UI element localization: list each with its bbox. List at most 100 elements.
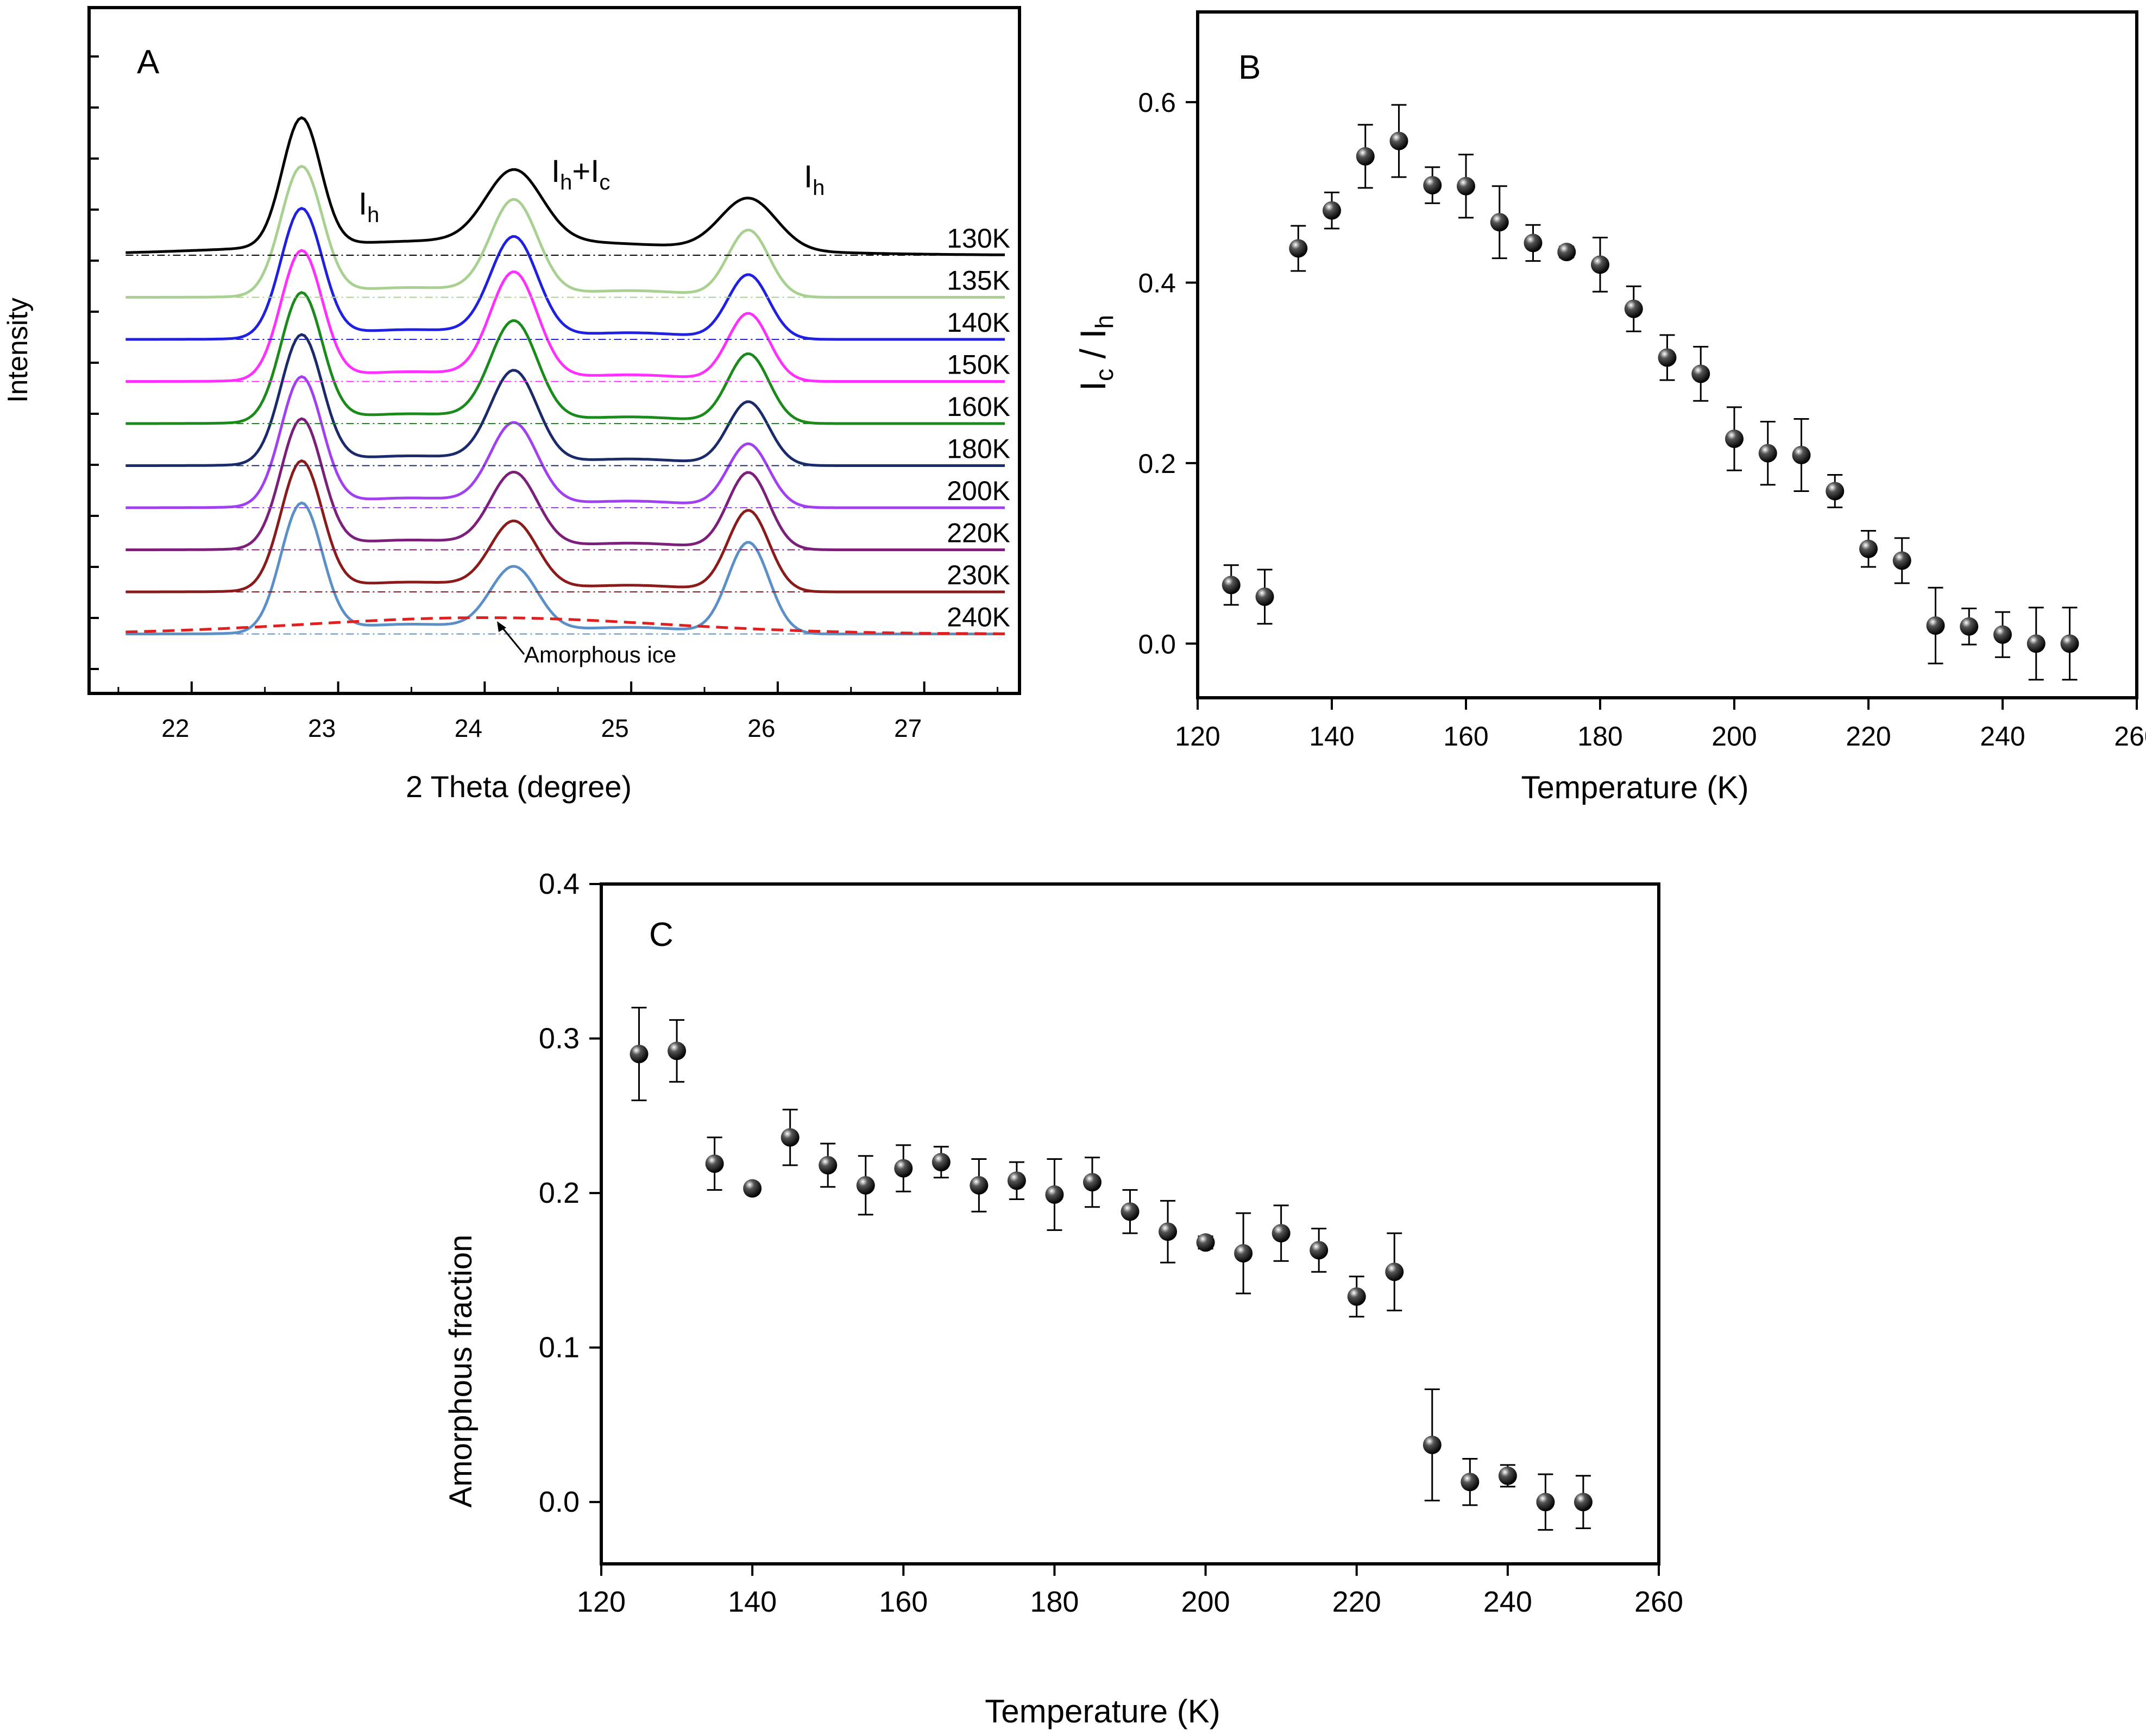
- panel-c-point: [894, 1159, 913, 1178]
- panel-a-peak-label: Ih: [804, 159, 825, 200]
- panel-c-point: [970, 1176, 989, 1195]
- panel-a-x-tick-label: 22: [161, 714, 189, 742]
- panel-b-x-tick-label: 220: [1846, 721, 1891, 752]
- panel-a-peak-label-plus: +I: [572, 154, 599, 189]
- panel-b-point: [1792, 445, 1811, 464]
- panel-c-y-label: Amorphous fraction: [443, 1235, 479, 1508]
- panel-c-point: [1121, 1202, 1140, 1221]
- panel-b-point: [1993, 625, 2012, 644]
- panel-b-x-tick-label: 200: [1711, 721, 1757, 752]
- panel-b-x-tick-label: 120: [1175, 721, 1220, 752]
- panel-a-x-label: 2 Theta (degree): [406, 769, 632, 804]
- panel-b-point: [1926, 616, 1945, 635]
- panel-a-curve-135K: [125, 165, 1005, 299]
- panel-a-curve-140K: [125, 206, 1005, 341]
- panel-a-peak-label: Ih+Ic: [551, 154, 610, 194]
- panel-b-point: [2060, 634, 2079, 653]
- panel-c-y-tick-label: 0.2: [539, 1177, 580, 1209]
- panel-b-y-tick-label: 0.2: [1138, 449, 1176, 479]
- panel-a-peak-label-main: I: [804, 159, 813, 194]
- panel-b-y-tick-label: 0.4: [1138, 268, 1176, 299]
- panel-c-point: [819, 1156, 838, 1175]
- panel-c-y-tick-label: 0.3: [539, 1022, 580, 1055]
- panel-c-point: [1083, 1173, 1102, 1192]
- panel-a-x-tick-label: 25: [601, 714, 629, 742]
- panel-c-x-tick-label: 260: [1634, 1586, 1683, 1618]
- panel-a-series-label-135K: 135K: [947, 266, 1010, 296]
- panel-a-letter: A: [137, 43, 160, 81]
- panel-b-frame: [1196, 10, 2138, 699]
- panel-a: A 22 23 24 25 26 27 240K 230K 220K 200K 180K 160K 15…: [2, 6, 1021, 804]
- panel-b-x-tick-label: 240: [1980, 721, 2025, 752]
- panel-a-annotation-arrowhead: [497, 621, 506, 632]
- panel-a-annotation-arrow: [499, 624, 525, 655]
- panel-a-peak-label-main: I: [551, 154, 560, 189]
- panel-a-x-tick-label: 27: [894, 714, 922, 742]
- panel-b-point: [1826, 482, 1845, 501]
- panel-c-point: [1461, 1473, 1480, 1492]
- panel-b-y-label-sub1: c: [1090, 369, 1118, 381]
- panel-c-plot: 120 140 160 180 200 220 240 260 0.0 0.1 0.2 0.3 0.4: [539, 868, 1683, 1618]
- panel-c-x-tick-label: 220: [1332, 1586, 1381, 1618]
- panel-b-x-tick-label: 140: [1309, 721, 1354, 752]
- panel-b-point: [1457, 176, 1475, 195]
- panel-b-point: [1255, 587, 1274, 606]
- panel-b-point: [1289, 239, 1308, 258]
- panel-b-point: [1758, 444, 1777, 463]
- panel-c-point: [856, 1176, 875, 1195]
- panel-b-point: [1725, 430, 1744, 449]
- panel-a-curve-240K: [125, 501, 1005, 635]
- panel-c-point: [1423, 1435, 1442, 1454]
- panel-a-curve-150K: [125, 249, 1005, 383]
- panel-a-peak-label-sub: h: [560, 171, 572, 194]
- panel-b-point: [2027, 634, 2046, 653]
- panel-c-y-tick-label: 0.1: [539, 1331, 580, 1364]
- panel-c-frame: [600, 882, 1660, 1565]
- panel-b-point: [1323, 201, 1341, 220]
- panel-c-x-tick-label: 240: [1483, 1586, 1532, 1618]
- panel-a-series-label-130K: 130K: [947, 223, 1010, 254]
- panel-a-series-label-240K: 240K: [947, 602, 1010, 633]
- panel-c-x-tick-label: 140: [728, 1586, 777, 1618]
- panel-b-x-tick-label: 260: [2114, 721, 2146, 752]
- panel-c-point: [1159, 1222, 1178, 1241]
- panel-c-point: [668, 1041, 687, 1060]
- panel-c-x-tick-label: 180: [1030, 1586, 1079, 1618]
- panel-a-frame: [87, 6, 1021, 695]
- panel-c-point: [1347, 1287, 1366, 1306]
- panel-c-point: [781, 1128, 800, 1147]
- panel-c-point: [743, 1179, 762, 1198]
- panel-b-point: [1389, 131, 1408, 150]
- panel-a-y-label: Intensity: [2, 298, 34, 403]
- panel-c-x-tick-label: 120: [577, 1586, 626, 1618]
- panel-c-x-tick-label: 200: [1181, 1586, 1230, 1618]
- panel-b-point: [1524, 233, 1543, 252]
- panel-a-annotation: Amorphous ice: [524, 642, 676, 667]
- panel-a-series-label-150K: 150K: [947, 350, 1010, 380]
- panel-a-peak-label: Ih: [358, 186, 379, 227]
- panel-a-x-tick-label: 26: [747, 714, 775, 742]
- panel-a-curve-130K: [125, 116, 1005, 256]
- panel-a-peak-label-sub: h: [813, 176, 825, 200]
- panel-c-x-label: Temperature (K): [985, 1693, 1220, 1729]
- panel-b-point: [1859, 539, 1878, 558]
- panel-c: C 120 140 160 180 200 220 240 260 0.0 0.1 0.2 0.3 0.…: [443, 868, 1683, 1729]
- panel-c-point: [1385, 1262, 1404, 1282]
- panel-a-x-tick-label: 23: [308, 714, 336, 742]
- panel-c-y-tick-label: 0.0: [539, 1486, 580, 1518]
- panel-c-point: [1272, 1224, 1291, 1243]
- panel-c-point: [1310, 1241, 1329, 1260]
- panel-b-x-label: Temperature (K): [1521, 770, 1748, 805]
- panel-b-y-tick-label: 0.6: [1138, 87, 1176, 118]
- panel-b-point: [1658, 348, 1677, 367]
- panel-b-point: [1356, 147, 1375, 166]
- panel-c-y-tick-label: 0.4: [539, 868, 580, 900]
- panel-b-point: [1892, 551, 1911, 570]
- panel-b-x-tick-label: 180: [1577, 721, 1622, 752]
- panel-c-point: [1045, 1185, 1064, 1204]
- panel-a-curve-160K: [125, 291, 1005, 425]
- panel-c-letter: C: [649, 916, 674, 954]
- panel-c-point: [1196, 1233, 1215, 1252]
- panel-a-curve-180K: [125, 333, 1005, 467]
